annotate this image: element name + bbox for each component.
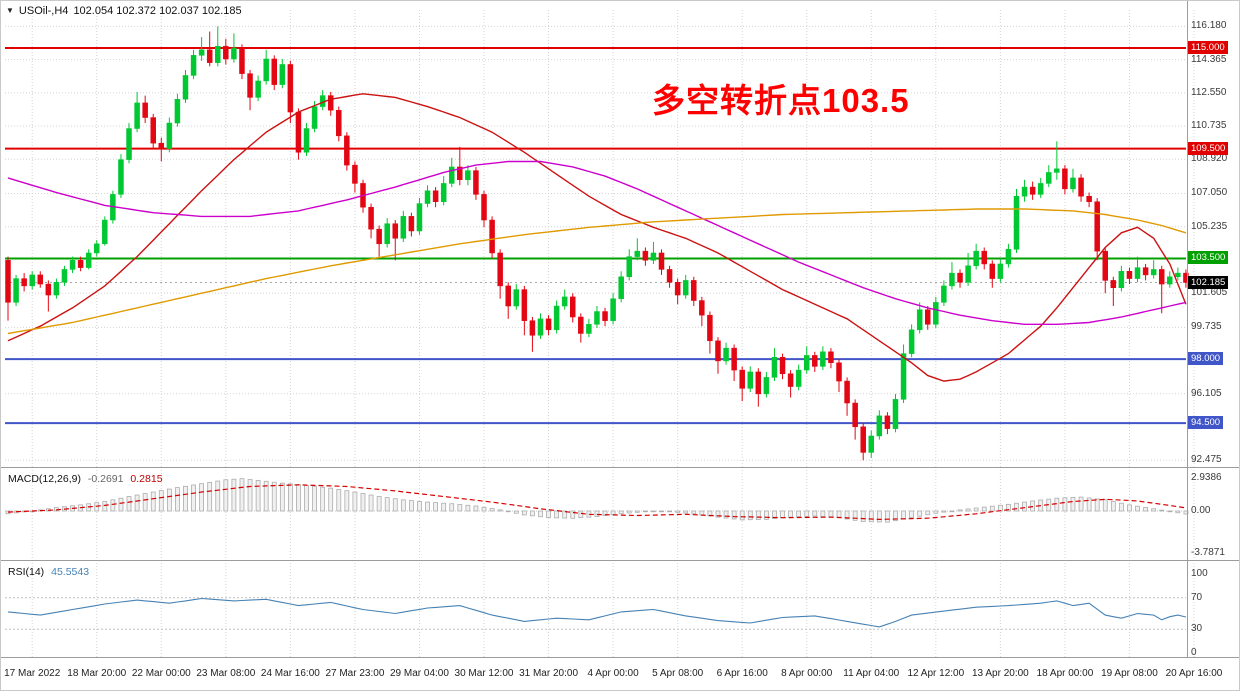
macd-main-value: -0.2691	[87, 473, 124, 485]
rsi-name: RSI(14)	[8, 566, 45, 578]
macd-name: MACD(12,26,9)	[8, 473, 81, 485]
grid-layer	[5, 10, 1195, 658]
moving-averages-layer	[7, 93, 1187, 382]
symbol-dropdown-icon[interactable]: ▼	[6, 6, 14, 15]
chart-annotation-text[interactable]: 多空转折点103.5	[652, 82, 910, 119]
macd-layer	[5, 478, 1189, 523]
chart-symbol-title: ▼ USOil-,H4 102.054 102.372 102.037 102.…	[6, 5, 242, 17]
macd-signal-line	[7, 484, 1186, 521]
rsi-layer	[7, 597, 1187, 628]
rsi-indicator-label: RSI(14) 45.5543	[8, 566, 93, 578]
macd-indicator-label: MACD(12,26,9) -0.2691 0.2815	[8, 473, 167, 485]
candlestick-layer	[5, 26, 1189, 461]
ma-magenta-line	[7, 160, 1187, 325]
ohlc-values: 102.054 102.372 102.037 102.185	[73, 5, 242, 17]
panel-borders-layer	[0, 0, 1240, 658]
symbol-period-label: USOil-,H4	[18, 5, 69, 17]
horizontal-lines-layer	[5, 47, 1186, 425]
macd-signal-value: 0.2815	[130, 473, 163, 485]
ma-orange-line	[7, 208, 1187, 335]
rsi-line	[7, 597, 1187, 628]
ma-red-line	[7, 93, 1187, 382]
rsi-value: 45.5543	[51, 566, 90, 578]
